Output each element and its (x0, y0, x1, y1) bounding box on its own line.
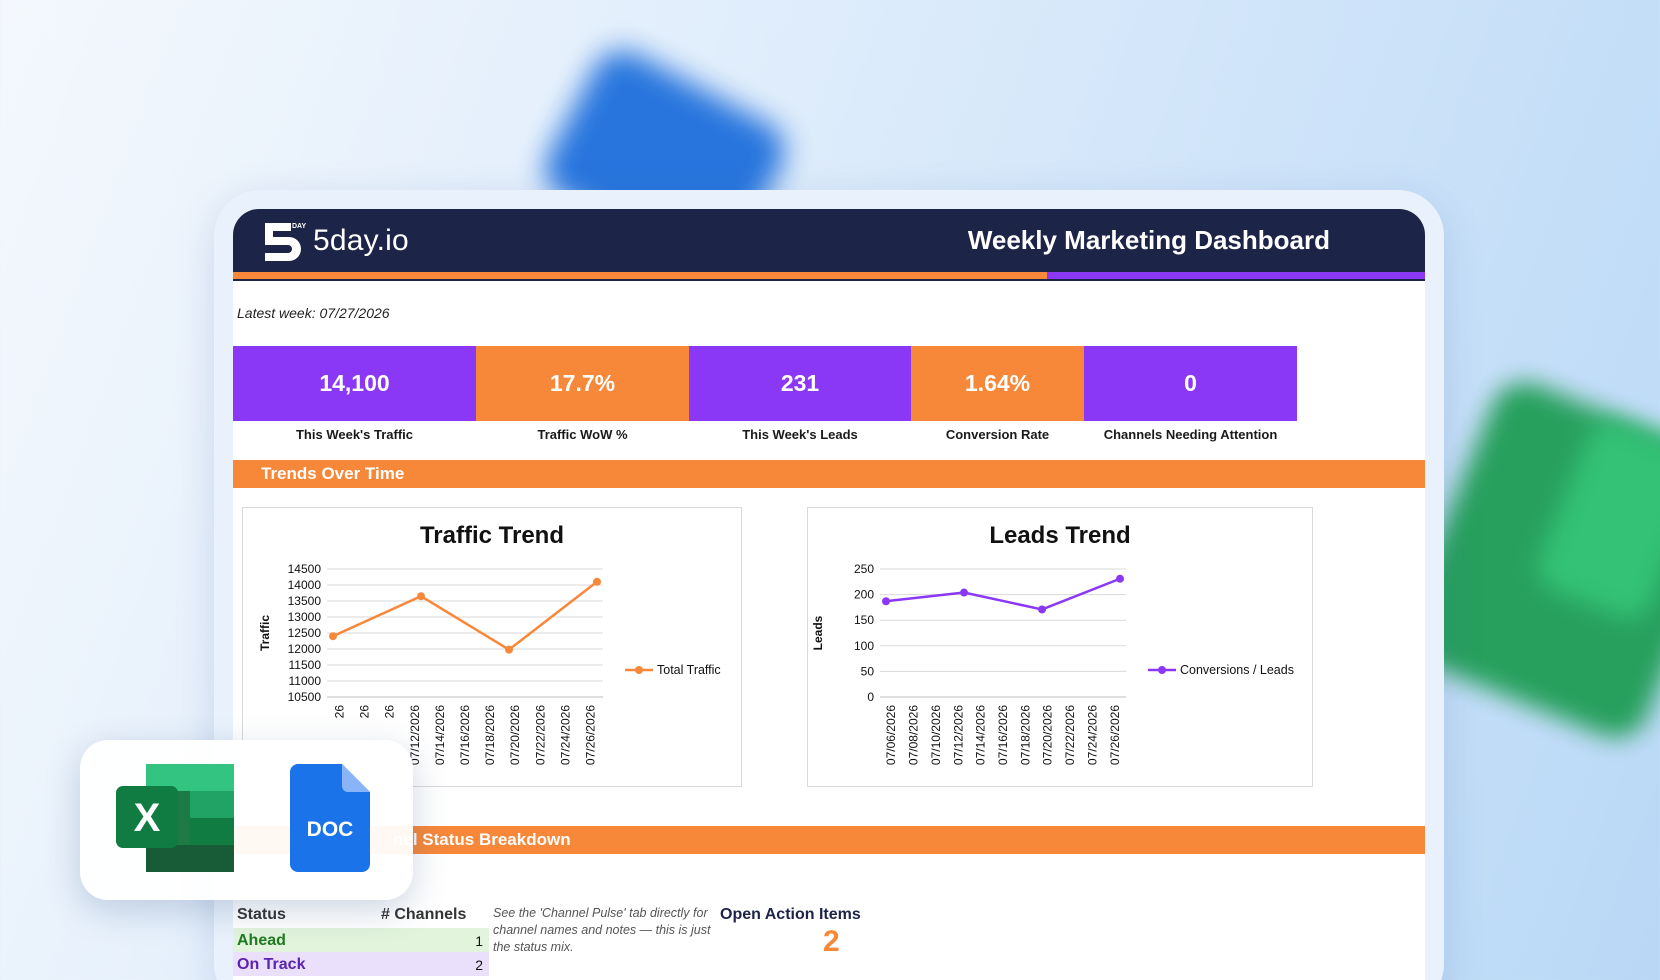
x-tick-label: 26 (358, 705, 372, 719)
x-tick-label: 07/26/2026 (583, 705, 597, 765)
open-action-items-value: 2 (823, 925, 840, 958)
kpi-attention-value: 0 (1084, 346, 1297, 421)
y-axis-label: Traffic (258, 615, 272, 651)
y-tick-label: 0 (867, 690, 874, 704)
x-tick-label: 07/14/2026 (433, 705, 447, 765)
y-tick-label: 13500 (288, 594, 322, 608)
y-tick-label: 14000 (288, 578, 322, 592)
y-tick-label: 50 (861, 664, 875, 678)
excel-icon[interactable]: X (116, 764, 238, 872)
kpi-labels: This Week's Traffic Traffic WoW % This W… (233, 427, 1297, 442)
series-line (885, 577, 1121, 611)
kpi-leads-label: This Week's Leads (742, 427, 858, 442)
data-point (329, 632, 337, 641)
y-tick-label: 10500 (288, 690, 322, 704)
kpi-traffic-value: 14,100 (233, 346, 476, 421)
x-tick-label: 07/12/2026 (408, 705, 422, 765)
status-name: On Track (237, 956, 306, 973)
x-tick-label: 07/16/2026 (996, 705, 1010, 765)
file-format-card: X DOC (80, 740, 413, 900)
legend-swatch-dot (1158, 666, 1166, 674)
x-tick-label: 07/24/2026 (1085, 705, 1099, 765)
channel-pulse-note: See the 'Channel Pulse' tab directly for… (493, 906, 711, 954)
x-tick-label: 26 (383, 705, 397, 719)
x-tick-label: 07/26/2026 (1108, 705, 1122, 765)
x-tick-label: 07/10/2026 (929, 705, 943, 765)
x-tick-label: 07/20/2026 (1041, 705, 1055, 765)
x-tick-label: 26 (333, 705, 347, 719)
data-point (882, 597, 890, 606)
kpi-conversion-label: Conversion Rate (945, 427, 1050, 442)
status-row-on-track: On Track 2 (233, 952, 489, 976)
leads-chart-title: Leads Trend (989, 522, 1131, 549)
kpi-attention-label: Channels Needing Attention (1103, 427, 1278, 442)
data-point (1038, 605, 1046, 614)
doc-icon[interactable]: DOC (290, 764, 370, 872)
x-tick-label: 07/14/2026 (974, 705, 988, 765)
brand-name: 5day.io (313, 224, 409, 257)
data-point (593, 577, 601, 586)
header-divider (233, 279, 1425, 281)
brand-logo: DAY 5day.io (261, 219, 409, 263)
x-tick-label: 07/08/2026 (907, 705, 921, 765)
status-count: 1 (475, 933, 483, 949)
logo-day-text: DAY (292, 223, 306, 230)
x-tick-label: 07/22/2026 (1063, 705, 1077, 765)
traffic-chart-svg: 14500 14000 13500 13000 12500 12000 11500 11000… (258, 562, 721, 765)
legend-swatch-dot (635, 666, 643, 674)
excel-letter: X (134, 796, 161, 840)
dashboard-sheet: DAY 5day.io Weekly Marketing Dashboard L… (233, 209, 1425, 980)
y-tick-label: 200 (854, 588, 874, 602)
kpi-traffic-label: This Week's Traffic (295, 427, 413, 442)
data-point (1116, 574, 1124, 583)
y-tick-label: 150 (854, 613, 874, 627)
data-point (960, 588, 968, 597)
leads-chart-svg: 250 200 150 100 50 0 Leads 07/06/2026 07/08/2026… (811, 562, 1294, 765)
y-tick-label: 14500 (288, 562, 322, 576)
open-action-items-label: Open Action Items (720, 906, 861, 923)
latest-week: Latest week: 07/27/2026 (237, 305, 390, 321)
five-logo-icon: DAY (265, 223, 306, 261)
legend-label: Conversions / Leads (1180, 663, 1294, 677)
leads-trend-chart[interactable]: Leads Trend 250 200 150 100 50 0 Leads 07/06/20… (807, 507, 1313, 787)
kpi-leads-value: 231 (689, 346, 911, 421)
y-tick-label: 12500 (288, 626, 322, 640)
x-tick-label: 07/12/2026 (951, 705, 965, 765)
doc-label: DOC (307, 818, 354, 841)
data-point (417, 592, 425, 601)
kpi-traffic-wow-value: 17.7% (476, 346, 689, 421)
legend-label: Total Traffic (657, 663, 721, 677)
status-count: 2 (475, 957, 483, 973)
x-tick-label: 07/24/2026 (558, 705, 572, 765)
series-line (332, 580, 598, 652)
x-tick-label: 07/20/2026 (508, 705, 522, 765)
y-tick-label: 11000 (289, 674, 322, 688)
accent-line (233, 272, 1425, 279)
section-status-header: nel Status Breakdown (233, 826, 1425, 854)
kpi-row: 14,100 17.7% 231 1.64% 0 (233, 346, 1297, 421)
y-tick-label: 13000 (288, 610, 322, 624)
y-tick-label: 12000 (288, 642, 322, 656)
status-row-ahead: Ahead 1 (233, 928, 489, 952)
kpi-traffic-wow-label: Traffic WoW % (537, 427, 628, 442)
status-col-header: Status (237, 906, 286, 923)
x-tick-label: 07/18/2026 (1018, 705, 1032, 765)
x-tick-label: 07/22/2026 (533, 705, 547, 765)
x-tick-label: 07/06/2026 (884, 705, 898, 765)
top-bar: DAY 5day.io Weekly Marketing Dashboard (233, 209, 1425, 272)
y-tick-label: 11500 (289, 658, 322, 672)
x-tick-label: 07/18/2026 (483, 705, 497, 765)
kpi-conversion-value: 1.64% (911, 346, 1084, 421)
y-tick-label: 250 (854, 562, 874, 576)
channels-col-header: # Channels (381, 906, 467, 923)
y-axis-label: Leads (811, 615, 825, 650)
y-tick-label: 100 (854, 639, 874, 653)
x-tick-label: 07/16/2026 (458, 705, 472, 765)
section-trends-header: Trends Over Time (233, 460, 1425, 488)
dashboard-title: Weekly Marketing Dashboard (967, 225, 1330, 255)
data-point (505, 645, 513, 654)
traffic-chart-title: Traffic Trend (419, 522, 565, 549)
status-name: Ahead (237, 932, 286, 949)
